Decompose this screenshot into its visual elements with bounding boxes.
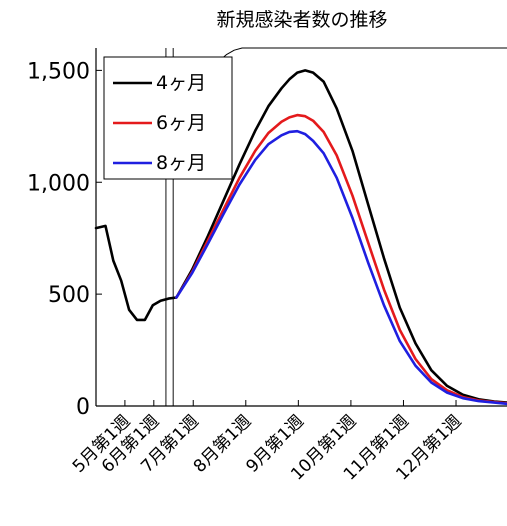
- series-layer: [94, 47, 507, 406]
- chart-title: 新規感染者数の推移: [216, 9, 387, 31]
- series-line-2: [175, 113, 507, 405]
- y-tick-label-3: 1,500: [27, 59, 90, 84]
- series-line-0: [94, 224, 178, 322]
- legend-box: [103, 56, 233, 180]
- series-line-3: [175, 129, 507, 406]
- legend-label-0: 4ヶ月: [156, 72, 206, 94]
- legend-label-2: 8ヶ月: [156, 152, 206, 174]
- y-tick-label-1: 500: [48, 283, 90, 308]
- y-tick-label-0: 0: [76, 395, 90, 420]
- x-ticks: 5月第1週6月第1週7月第1週8月第1週9月第1週10月第1週11月第1週12月…: [69, 400, 466, 485]
- y-ticks: 0 500 1,000 1,500: [27, 59, 102, 420]
- y-tick-label-2: 1,000: [27, 171, 90, 196]
- series-line-1: [175, 69, 507, 404]
- legend-label-1: 6ヶ月: [156, 112, 206, 134]
- legend: 4ヶ月 6ヶ月 8ヶ月: [103, 56, 233, 180]
